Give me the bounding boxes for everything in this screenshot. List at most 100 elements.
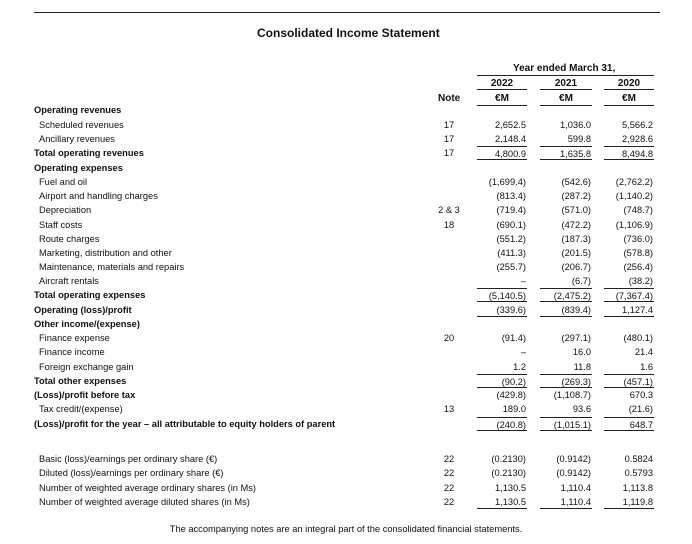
table-row: Total operating revenues 17 4,800.9 1,635.8… bbox=[34, 146, 654, 160]
row-value-2022: (1,699.4) bbox=[488, 177, 526, 187]
table-row: Number of weighted average diluted share… bbox=[34, 495, 654, 509]
row-label: (Loss)/profit for the year – all attribu… bbox=[34, 419, 336, 429]
row-value-2021: 1,635.8 bbox=[540, 146, 592, 160]
row-value-2020: 670.3 bbox=[629, 390, 653, 400]
row-value-2020: (480.1) bbox=[623, 333, 653, 343]
row-value-2021: (571.0) bbox=[561, 205, 591, 215]
row-label: Operating (loss)/profit bbox=[34, 305, 132, 315]
row-note: 22 bbox=[443, 483, 455, 493]
row-label: Route charges bbox=[39, 234, 100, 244]
row-value-2021: (287.2) bbox=[561, 191, 591, 201]
note-column-header: Note bbox=[438, 93, 461, 104]
row-value-2021: (542.6) bbox=[561, 177, 591, 187]
row-label: Aircraft rentals bbox=[39, 276, 99, 286]
table-row: Finance expense 20 (91.4) (297.1) (480.1) bbox=[34, 331, 654, 345]
row-value-2020: 8,494.8 bbox=[604, 146, 654, 160]
table-row: Marketing, distribution and other (411.3)… bbox=[34, 246, 654, 260]
row-value-2020: (578.8) bbox=[623, 248, 653, 258]
page-title: Consolidated Income Statement bbox=[257, 26, 440, 40]
row-label: (Loss)/profit before tax bbox=[34, 390, 136, 400]
table-row: Operating expenses bbox=[34, 161, 654, 175]
row-label: Staff costs bbox=[39, 220, 83, 230]
row-value-2021: (839.4) bbox=[540, 303, 592, 317]
table-row: Airport and handling charges (813.4) (287.… bbox=[34, 189, 654, 203]
footer-note: The accompanying notes are an integral p… bbox=[169, 524, 523, 534]
row-value-2022: (411.3) bbox=[497, 248, 526, 258]
row-label: Operating expenses bbox=[34, 163, 123, 173]
table-row: Ancillary revenues 17 2,148.4 599.8 2,928.6 bbox=[34, 132, 654, 146]
row-value-2021: (0.9142) bbox=[556, 454, 591, 464]
row-value-2020: 1.6 bbox=[640, 362, 653, 372]
table-row: Other income/(expense) bbox=[34, 317, 654, 331]
row-label: Number of weighted average diluted share… bbox=[39, 497, 250, 507]
row-value-2021: (206.7) bbox=[561, 262, 591, 272]
table-row: Depreciation 2 & 3 (719.4) (571.0) (748.7) bbox=[34, 203, 654, 217]
row-value-2022: (0.2130) bbox=[491, 468, 526, 478]
currency-rule bbox=[477, 105, 527, 106]
period-header: Year ended March 31, bbox=[513, 63, 616, 74]
row-label: Ancillary revenues bbox=[39, 134, 115, 144]
row-value-2022: (339.6) bbox=[477, 303, 527, 317]
row-note: 22 bbox=[443, 454, 455, 464]
row-value-2020: (1,140.2) bbox=[615, 191, 653, 201]
row-note: 17 bbox=[443, 148, 455, 158]
row-label: Total other expenses bbox=[34, 376, 127, 386]
row-value-2021: (1,015.1) bbox=[540, 417, 592, 431]
row-value-2022: (813.4) bbox=[496, 191, 526, 201]
row-value-2020: 1,119.8 bbox=[604, 495, 654, 509]
row-label: Other income/(expense) bbox=[34, 319, 140, 329]
row-value-2022: – bbox=[520, 276, 526, 286]
row-value-2022: 1,130.5 bbox=[494, 483, 526, 493]
row-value-2022: 4,800.9 bbox=[477, 146, 527, 160]
row-value-2020: 1,113.8 bbox=[622, 483, 653, 493]
table-row: Foreign exchange gain 1.2 11.8 1.6 bbox=[34, 360, 654, 374]
table-row: Operating revenues bbox=[34, 103, 654, 117]
currency-rule bbox=[604, 105, 654, 106]
row-label: Diluted (loss)/earnings per ordinary sha… bbox=[39, 468, 224, 478]
row-label: Fuel and oil bbox=[39, 177, 88, 187]
row-value-2020: (21.6) bbox=[628, 404, 653, 414]
row-value-2021: 16.0 bbox=[572, 347, 591, 357]
year-2021-header: 2021 bbox=[554, 78, 578, 89]
row-value-2021: (297.1) bbox=[561, 333, 591, 343]
row-value-2020: (457.1) bbox=[604, 374, 654, 388]
row-label: Basic (loss)/earnings per ordinary share… bbox=[39, 454, 218, 464]
table-row: (Loss)/profit for the year – all attribu… bbox=[34, 417, 654, 431]
row-value-2022: 1.2 bbox=[513, 362, 526, 372]
currency-header: €M bbox=[559, 93, 573, 104]
row-value-2021: (0.9142) bbox=[556, 468, 591, 478]
row-value-2022: (429.8) bbox=[496, 390, 526, 400]
top-rule bbox=[34, 12, 660, 13]
row-value-2021: (1,108.7) bbox=[553, 390, 591, 400]
table-row: Total operating expenses (5,140.5) (2,475.… bbox=[34, 288, 654, 302]
row-label: Tax credit/(expense) bbox=[39, 404, 123, 414]
row-label: Marketing, distribution and other bbox=[39, 248, 172, 258]
row-note: 18 bbox=[443, 220, 455, 230]
row-value-2020: (748.7) bbox=[623, 205, 653, 215]
row-label: Total operating expenses bbox=[34, 290, 146, 300]
row-note: 17 bbox=[443, 134, 455, 144]
row-value-2022: 189.0 bbox=[502, 404, 526, 414]
table-row: (Loss)/profit before tax (429.8) (1,108.7)… bbox=[34, 388, 654, 402]
row-label: Operating revenues bbox=[34, 105, 122, 115]
row-value-2022: (5,140.5) bbox=[477, 288, 527, 302]
table-row: Number of weighted average ordinary shar… bbox=[34, 481, 654, 495]
row-value-2020: (736.0) bbox=[623, 234, 653, 244]
table-row: Total other expenses (90.2) (269.3) (457.1) bbox=[34, 374, 654, 388]
row-note: 20 bbox=[443, 333, 455, 343]
row-value-2020: (7,367.4) bbox=[604, 288, 654, 302]
row-label: Total operating revenues bbox=[34, 148, 144, 158]
table-row: Maintenance, materials and repairs (255.7… bbox=[34, 260, 654, 274]
row-value-2021: 11.8 bbox=[573, 362, 591, 372]
row-value-2022: (91.4) bbox=[501, 333, 526, 343]
row-value-2021: 1,110.4 bbox=[540, 495, 592, 509]
row-value-2021: (6.7) bbox=[571, 276, 591, 286]
row-value-2020: 1,127.4 bbox=[604, 303, 654, 317]
row-value-2022: (240.8) bbox=[477, 417, 527, 431]
row-note: 13 bbox=[443, 404, 455, 414]
row-value-2022: (90.2) bbox=[477, 374, 527, 388]
row-note: 17 bbox=[443, 120, 455, 130]
row-label: Depreciation bbox=[39, 205, 92, 215]
row-value-2021: (269.3) bbox=[540, 374, 592, 388]
year-2020-header: 2020 bbox=[617, 78, 641, 89]
